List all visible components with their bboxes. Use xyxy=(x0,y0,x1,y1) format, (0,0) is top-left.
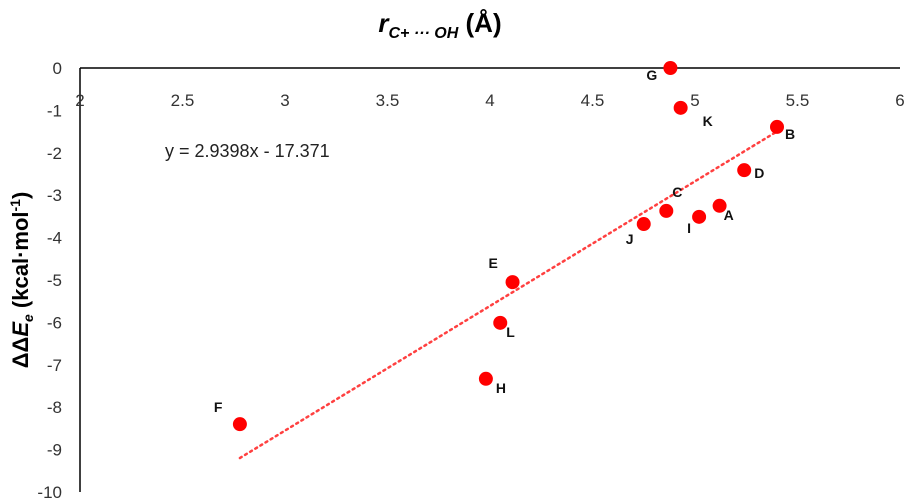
x-axis-title-unit: (Å) xyxy=(458,8,501,38)
x-axis-title: rC+ ··· OH (Å) xyxy=(378,8,501,42)
y-tick-label: -8 xyxy=(47,398,62,417)
point-label-A: A xyxy=(724,207,734,223)
point-label-L: L xyxy=(506,324,515,340)
data-point-I xyxy=(692,209,707,224)
data-point-K xyxy=(673,100,688,115)
data-point-L xyxy=(493,315,508,330)
y-axis-title-prefix: ΔΔ xyxy=(8,337,33,369)
x-tick-label: 3 xyxy=(280,91,289,110)
data-point-E xyxy=(505,275,520,290)
y-tick-label: -2 xyxy=(47,144,62,163)
x-tick-label: 5 xyxy=(690,91,699,110)
point-label-J: J xyxy=(626,231,634,247)
point-label-E: E xyxy=(489,255,498,271)
x-tick-label: 5.5 xyxy=(786,91,810,110)
point-label-C: C xyxy=(672,184,682,200)
data-point-J xyxy=(636,217,651,232)
y-tick-label: 0 xyxy=(53,59,62,78)
point-label-I: I xyxy=(687,220,691,236)
trendline xyxy=(238,130,779,460)
y-tick-label: -3 xyxy=(47,186,62,205)
data-point-F xyxy=(232,417,247,432)
x-tick-label: 4.5 xyxy=(581,91,605,110)
x-tick-label: 3.5 xyxy=(376,91,400,110)
data-point-H xyxy=(478,371,493,386)
y-tick-label: -1 xyxy=(47,101,62,120)
data-point-C xyxy=(659,203,674,218)
point-label-D: D xyxy=(754,165,764,181)
y-tick-label: -9 xyxy=(47,441,62,460)
data-point-D xyxy=(737,163,752,178)
y-axis-title-sup: -1 xyxy=(7,199,23,212)
x-tick-label: 2 xyxy=(75,91,84,110)
y-tick-label: -7 xyxy=(47,356,62,375)
y-tick-label: -10 xyxy=(37,483,62,500)
y-tick-label: -5 xyxy=(47,271,62,290)
y-axis-title-unit: (kcal·mol xyxy=(8,211,33,314)
y-tick-label: -4 xyxy=(47,229,62,248)
y-tick-label: -6 xyxy=(47,313,62,332)
point-label-H: H xyxy=(496,380,506,396)
y-axis-title-sub: e xyxy=(20,314,36,322)
point-label-B: B xyxy=(785,126,795,142)
x-tick-label: 4 xyxy=(485,91,494,110)
data-point-G xyxy=(663,61,678,75)
trendline-equation: y = 2.9398x - 17.371 xyxy=(165,141,330,161)
y-axis-title-var: E xyxy=(8,321,33,337)
data-point-B xyxy=(770,119,784,134)
y-axis-title: ΔΔEe (kcal·mol-1) xyxy=(7,192,36,369)
point-label-G: G xyxy=(646,67,657,83)
x-axis-title-sub: C+ ··· OH xyxy=(389,25,459,42)
y-axis-title-close: ) xyxy=(8,192,33,199)
x-tick-label: 2.5 xyxy=(171,91,195,110)
point-label-K: K xyxy=(703,113,713,129)
point-label-F: F xyxy=(214,399,223,415)
data-point-A xyxy=(712,198,727,213)
x-tick-label: 6 xyxy=(895,91,904,110)
x-axis-title-var: r xyxy=(378,8,390,38)
